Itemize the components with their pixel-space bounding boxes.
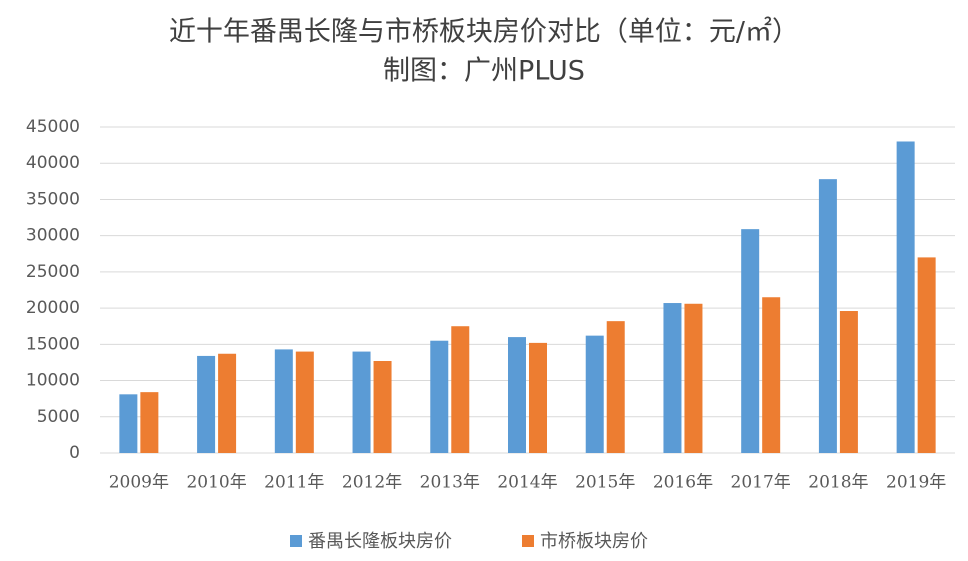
- x-tick-label: 2016年: [653, 473, 713, 493]
- bar: [274, 349, 293, 453]
- x-tick-label: 2012年: [342, 473, 402, 493]
- x-tick-label: 2015年: [575, 473, 635, 493]
- y-tick-label: 30000: [26, 226, 80, 246]
- y-tick-label: 40000: [26, 153, 80, 173]
- bar: [684, 303, 703, 453]
- y-tick-label: 45000: [26, 117, 80, 137]
- bar: [430, 340, 449, 453]
- chart-title: 近十年番禺长隆与市桥板块房价对比（单位：元/㎡）: [169, 17, 799, 48]
- x-tick-label: 2010年: [186, 473, 246, 493]
- legend-swatch: [522, 535, 534, 547]
- x-tick-label: 2009年: [109, 473, 169, 493]
- bar: [529, 342, 547, 453]
- bar: [451, 326, 470, 453]
- bar: [896, 141, 915, 453]
- bar: [917, 257, 936, 453]
- x-tick-label: 2014年: [497, 473, 557, 493]
- bar: [119, 394, 138, 453]
- y-tick-label: 15000: [26, 334, 80, 354]
- y-tick-label: 10000: [26, 371, 80, 391]
- x-tick-label: 2019年: [886, 473, 946, 493]
- chart-subtitle: 制图：广州PLUS: [383, 56, 585, 87]
- x-tick-label: 2017年: [731, 473, 791, 493]
- bar: [762, 297, 781, 453]
- x-tick-label: 2018年: [808, 473, 868, 493]
- legend-swatch: [290, 535, 302, 547]
- bar: [741, 229, 760, 453]
- legend-label: 市桥板块房价: [540, 531, 648, 552]
- bar: [373, 360, 392, 453]
- y-tick-label: 25000: [26, 262, 80, 282]
- bar: [663, 303, 682, 453]
- bar: [839, 311, 858, 453]
- bar: [508, 337, 526, 453]
- bar: [606, 321, 625, 453]
- bar: [352, 351, 371, 453]
- bar: [218, 353, 237, 453]
- bar: [140, 392, 159, 453]
- legend-label: 番禺长隆板块房价: [308, 531, 452, 552]
- y-tick-label: 0: [69, 443, 80, 463]
- bar: [585, 335, 604, 453]
- y-tick-label: 5000: [37, 407, 80, 427]
- x-tick-label: 2013年: [420, 473, 480, 493]
- y-tick-label: 35000: [26, 189, 80, 209]
- y-tick-label: 20000: [26, 298, 80, 318]
- bar: [818, 179, 837, 453]
- x-tick-label: 2011年: [264, 473, 324, 493]
- bar: [295, 351, 314, 453]
- bar: [197, 355, 216, 453]
